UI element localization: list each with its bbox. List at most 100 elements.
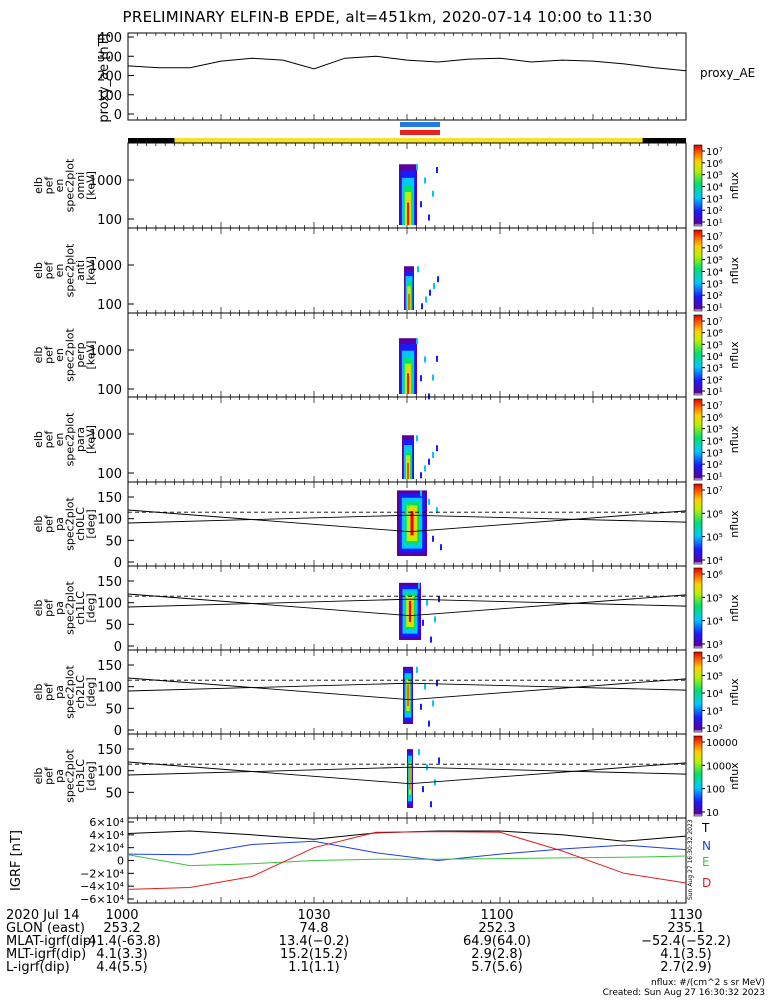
heat-cell [436,355,438,362]
colorbar-tick-label: 100 [706,785,725,796]
colorbar-tick-label: 10⁵ [706,340,723,351]
colorbar-tick-label: 10⁵ [706,533,723,544]
y-axis-label: elb [32,768,45,785]
antiloss-cone-line [127,598,687,608]
y-tick-label: 100 [97,513,122,528]
y-axis-label: elb [32,262,45,279]
heat-cell [436,445,438,452]
colorbar-tick-label: 10³ [706,707,723,718]
y-axis-label: spec2plot [64,158,77,212]
colorbar-label: nflux [728,256,741,284]
heat-cell [422,786,424,793]
y-axis-label: pef [43,766,56,785]
igrf-legend-N: N [702,839,711,853]
heat-cell [420,472,422,479]
y-tick-label: 50 [105,786,122,801]
y-axis-label: ch0LC [74,507,87,541]
heat-cell [432,700,434,707]
heat-cell [436,680,438,687]
science-zone-blue [400,122,440,127]
antiloss-cone-line [127,766,687,776]
y-axis-label: pa [53,601,66,615]
y-tick-label: 100 [97,213,122,228]
colorbar-tick-label: 10⁶ [706,413,723,424]
y-tick-label: 100 [97,383,122,398]
colorbar-tick-label: 10² [706,460,723,471]
heat-cell [434,616,436,623]
y-axis-label: en [53,348,66,362]
colorbar-tick-label: 10⁷ [706,486,723,497]
y-tick-label: 0 [114,108,122,123]
colorbar-tick-label: 10⁷ [706,232,723,243]
colorbar [693,144,703,227]
antiloss-cone-line [127,682,687,692]
colorbar-tick-label: 10⁴ [706,352,723,363]
heat-cell [437,276,439,283]
footer-value: 4.4(5.5) [96,960,148,975]
y-axis-label: [keV] [85,256,98,285]
footer-value: −52.4(−52.2) [641,934,731,949]
y-axis-label: perp [74,342,87,367]
y-axis-label: pef [43,430,56,449]
y-axis-label: pef [43,345,56,364]
footer-value: 5.7(5.6) [471,960,523,975]
heat-cell [407,684,409,706]
heat-cell [417,266,419,273]
heat-cell [434,779,436,786]
y-axis-label: spec2plot [64,665,77,719]
y-tick-label: 0 [114,640,122,655]
footer-date: 2020 Jul 14 [6,908,80,923]
heat-cell [420,703,422,710]
antiloss-cone-line [127,514,687,524]
colorbar-label: nflux [728,341,741,369]
footer-value: 235.1 [667,921,705,936]
y-tick-label: 0 [114,724,122,739]
heat-cell [433,283,435,289]
y-tick-label: 1000 [89,174,122,189]
y-axis-label: ch3LC [74,759,87,793]
heatmap-marks [397,490,442,556]
igrf-series-E [127,854,687,867]
colorbar-tick-label: 10⁶ [706,509,723,520]
colorbar [693,735,703,817]
igrf-legend-D: D [702,876,711,890]
heat-cell [428,720,430,727]
heat-cell [436,507,438,514]
y-tick-label: 50 [105,618,122,633]
y-axis-label: spec2plot [64,749,77,803]
y-axis-label: spec2plot [64,412,77,466]
y-tick-label: 400 [97,31,122,46]
y-tick-label: 2×10⁴ [89,842,124,855]
colorbar-tick-label: 10⁵ [706,425,723,436]
heat-cell [408,600,412,622]
heat-cell [432,374,434,381]
heatmap-marks [407,749,440,808]
y-axis-label: en [53,433,66,447]
ae-y-label: proxy_ae [nT] [97,33,112,122]
colorbar-tick-label: 10¹ [706,303,723,314]
y-axis-label: pef [43,261,56,280]
y-axis-label: en [53,179,66,193]
y-axis-label: elb [32,600,45,617]
y-axis-label: elb [32,684,45,701]
heatmap-marks [402,435,438,479]
footer-mlt-label: MLT-igrf(dip) [6,947,87,962]
heat-cell [410,511,414,536]
heat-cell [407,202,409,225]
heat-cell [432,535,434,542]
heat-cell [426,599,428,606]
heat-cell [422,619,424,626]
y-tick-label: 50 [105,702,122,717]
y-tick-label: 1000 [89,428,122,443]
colorbar-tick-label: 10⁵ [706,256,723,267]
footer-value: ‑41.4(‑63.8) [83,934,161,949]
heat-cell [408,293,410,310]
footer-value: 2.7(2.9) [660,960,712,975]
colorbar-tick-label: 10⁵ [706,672,723,683]
footer-value: 64.9(64.0) [462,934,532,949]
heat-cell [416,338,418,345]
y-tick-label: −6×10⁴ [80,893,124,906]
y-axis-label: spec2plot [64,497,77,551]
colorbar-label: nflux [728,678,741,706]
heat-cell [430,801,432,808]
